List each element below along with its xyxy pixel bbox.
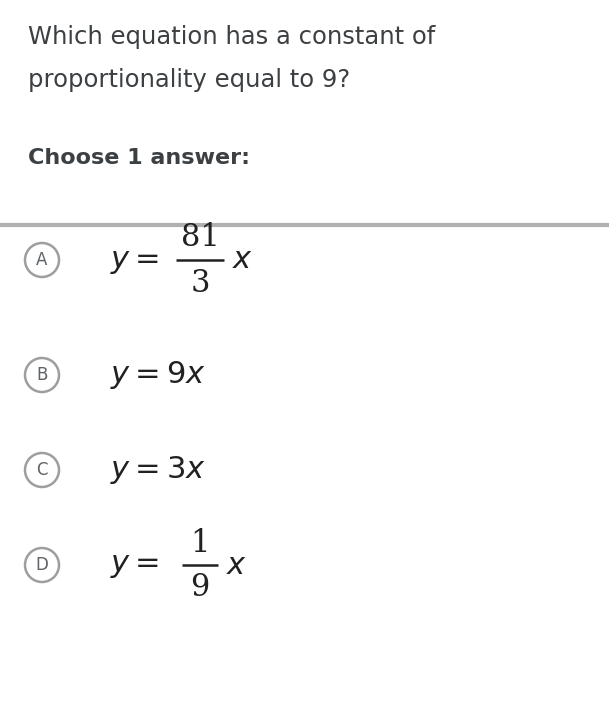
Text: $y =$: $y =$ bbox=[110, 550, 159, 580]
Text: D: D bbox=[35, 556, 49, 574]
Text: $y = 3x$: $y = 3x$ bbox=[110, 454, 206, 486]
Text: A: A bbox=[37, 251, 48, 269]
Text: Choose 1 answer:: Choose 1 answer: bbox=[28, 148, 250, 168]
Text: 1: 1 bbox=[190, 528, 209, 558]
Text: $y =$: $y =$ bbox=[110, 244, 159, 276]
Text: C: C bbox=[37, 461, 48, 479]
Text: B: B bbox=[37, 366, 48, 384]
Text: 81: 81 bbox=[180, 221, 219, 253]
Text: $x$: $x$ bbox=[232, 244, 253, 276]
Text: 9: 9 bbox=[191, 572, 209, 602]
Text: 3: 3 bbox=[190, 268, 209, 298]
Text: Which equation has a constant of: Which equation has a constant of bbox=[28, 25, 435, 49]
Text: proportionality equal to 9?: proportionality equal to 9? bbox=[28, 68, 350, 92]
Text: $y = 9x$: $y = 9x$ bbox=[110, 359, 206, 391]
Text: $x$: $x$ bbox=[226, 550, 247, 580]
